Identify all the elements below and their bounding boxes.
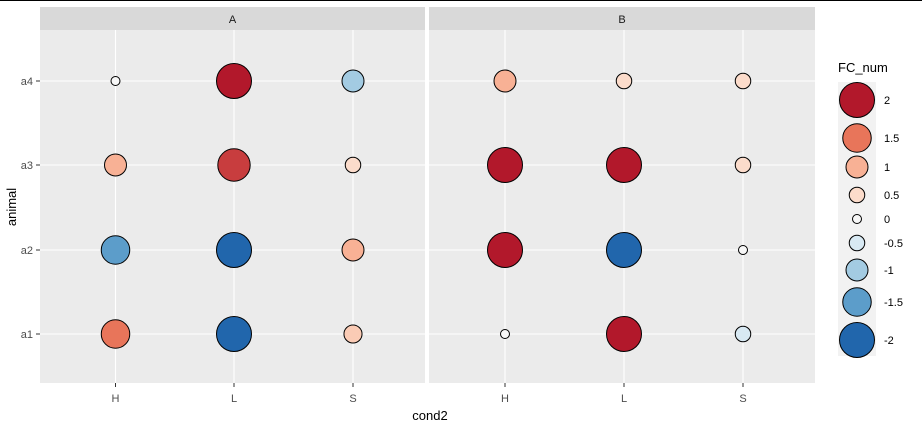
legend-label--2: -2 [884, 335, 894, 347]
data-point-a-s-a2 [341, 238, 365, 262]
data-point-a-l-a3 [217, 148, 251, 182]
y-tick-label-a1: a1 [21, 329, 33, 341]
legend-key--1 [845, 258, 869, 282]
data-point-b-l-a4 [615, 72, 633, 90]
x-tick-label-b-s: S [739, 393, 746, 405]
facet-label: B [618, 14, 625, 26]
data-point-b-h-a1 [500, 329, 510, 339]
legend-label-2: 2 [884, 95, 890, 107]
data-point-b-h-a3 [487, 147, 523, 183]
legend-key-2 [839, 82, 875, 118]
data-point-b-h-a2 [487, 232, 523, 268]
legend-label--1.5: -1.5 [884, 297, 903, 309]
x-tick-label-b-l: L [621, 393, 627, 405]
y-axis-ticks: a1 a2 a3 a4 [21, 76, 40, 341]
data-point-b-l-a3 [606, 147, 642, 183]
legend-key-0 [852, 214, 862, 224]
x-tick-label-a-h: H [112, 393, 120, 405]
legend: FC_num 2 1.5 1 0.5 0 -0.5 -1 -1.5 -2 [838, 60, 903, 358]
legend-key-1 [845, 155, 869, 179]
x-tick-label-b-h: H [501, 393, 509, 405]
y-tick-label-a3: a3 [21, 160, 33, 172]
legend-label-1: 1 [884, 162, 890, 174]
data-point-b-s-a4 [734, 72, 752, 90]
data-point-b-l-a1 [606, 316, 642, 352]
data-point-a-s-a1 [343, 324, 363, 344]
data-point-b-l-a2 [606, 232, 642, 268]
legend-label-0.5: 0.5 [884, 190, 899, 202]
y-tick-label-a2: a2 [21, 245, 33, 257]
facet-panel-b: B [429, 7, 815, 383]
legend-label-1.5: 1.5 [884, 133, 899, 145]
legend-key--0.5 [848, 234, 866, 252]
data-point-a-s-a4 [341, 69, 365, 93]
y-tick-label-a4: a4 [21, 76, 33, 88]
legend-label--0.5: -0.5 [884, 238, 903, 250]
data-point-a-l-a4 [216, 63, 252, 99]
legend-label-0: 0 [884, 214, 890, 226]
x-tick-label-a-l: L [231, 393, 237, 405]
facet-label: A [229, 14, 237, 26]
data-point-b-s-a2 [738, 245, 748, 255]
data-point-a-s-a3 [344, 156, 362, 174]
data-point-a-h-a1 [100, 319, 131, 349]
x-tick-label-a-s: S [349, 393, 356, 405]
data-point-a-l-a2 [216, 232, 252, 268]
legend-key-1.5 [842, 123, 872, 153]
data-point-b-s-a3 [734, 156, 752, 174]
facet-strip [40, 7, 425, 30]
data-point-b-s-a1 [734, 325, 752, 343]
facet-strip [429, 7, 815, 30]
data-point-a-l-a1 [216, 316, 252, 352]
legend-key--2 [839, 322, 875, 358]
data-point-b-h-a4 [493, 69, 517, 93]
legend-label--1: -1 [884, 265, 894, 277]
data-point-a-h-a4 [110, 76, 121, 86]
x-axis-title: cond2 [412, 408, 447, 423]
data-point-a-h-a2 [100, 235, 131, 265]
y-axis-title: animal [4, 188, 19, 226]
data-point-a-h-a3 [104, 153, 127, 177]
legend-title: FC_num [838, 60, 888, 75]
legend-key--1.5 [842, 287, 872, 317]
facet-panel-a: A [40, 7, 425, 383]
legend-key-0.5 [848, 186, 866, 204]
